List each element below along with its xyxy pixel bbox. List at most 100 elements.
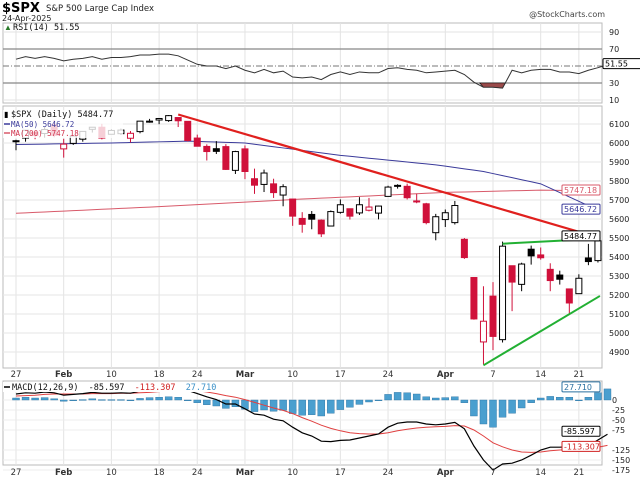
macd-histogram-bar [365,399,373,403]
date-label-lower: 7 [490,468,495,478]
rsi-value-tag: 51.55 [605,60,628,69]
macd-panel: 0-25-50-75 -125-150-175 27.710 -85.597 -113.… [2,380,630,475]
ma200-value-tag-box [561,184,601,196]
candle-body [384,186,392,197]
candle-body [146,120,154,123]
macd-histogram-bar [203,399,211,406]
macd-histogram-bar [432,397,440,401]
candle-body [403,185,411,199]
candle [241,145,249,180]
macd-histogram-bar [346,399,354,408]
macd-histogram-bar [584,397,593,401]
macd-histogram-bar [336,399,345,410]
candle [594,240,602,263]
date-label-upper: 27 [11,370,22,380]
macd-histogram-bar [174,397,182,401]
macd-histogram-bar [136,398,144,401]
price-tick-label: 5700 [609,196,629,205]
candle-body [432,216,440,234]
macd-histogram-bar [327,399,335,414]
macd-histogram-bar [145,397,154,401]
candle [375,205,383,220]
macd-histogram-bar [374,399,383,402]
symbol-name: S&P 500 Large Cap Index [46,4,154,14]
price-legend: ▮ $SPX (Daily) 5484.77 MA(50) 5646.72 MA… [3,110,123,138]
candle [565,288,573,314]
macd-hist-tag: 27.710 [564,383,592,392]
macd-legend-signal: -113.307 [135,383,176,393]
candle [270,178,278,198]
date-label-lower: 24 [192,468,203,478]
price-tick-label: 5800 [609,177,629,186]
macd-histogram-bar [460,399,469,403]
date-label-lower: 17 [335,468,346,478]
candle-body [584,257,592,263]
macd-histogram-bar [288,399,297,414]
date-axes: 27 27 Feb Feb 10 10 18 18 24 24 Mar Mar 10 10 17 17 24 24… [11,370,585,478]
macd-signal-tag: -113.307 [564,442,600,451]
candle-body [12,140,20,143]
macd-histogram-bar [98,399,106,401]
macd-value-tag: -85.597 [564,427,595,436]
date-label-upper: Feb [55,370,72,380]
macd-histogram-bar [184,399,192,402]
macd-histogram-bar [527,399,535,403]
macd-hist-tag-box [561,381,601,393]
candle-body [174,117,182,122]
macd-histogram-bar [451,396,459,401]
date-label-lower: 24 [383,468,394,478]
candle [365,197,373,212]
macd-histogram-bar [155,397,163,401]
rsi-panel: 90 70 30 10 51.55 [2,22,640,105]
date-label-upper: 21 [573,370,584,380]
candle [136,120,144,134]
candle [489,282,497,351]
rsi-value-tag-box [602,58,640,70]
candle [479,286,487,365]
candle [518,262,526,292]
candle [251,168,258,194]
candle-body [546,268,554,282]
close-value-tag: 5484.77 [564,232,597,241]
candle-body [346,208,354,217]
candle-body [355,204,363,214]
candle-body [193,137,201,147]
rsi-tick-label: 10 [609,96,619,105]
date-label-lower: 10 [106,468,117,478]
price-tick-label: 5600 [609,215,629,224]
candle-body [222,146,230,170]
ma50-line [15,140,599,211]
macd-histogram-bar [298,399,306,416]
candle [260,169,268,193]
macd-histogram-bar [21,397,30,401]
date-label-upper: Apr [437,370,455,380]
macd-histogram-bar [193,399,201,403]
date-label-lower: 14 [535,468,546,478]
date-label-lower: Mar [236,468,255,478]
rsi-frame [2,22,603,104]
macd-legend-name: MACD(12,26,9) [12,383,79,393]
date-label-upper: 24 [383,370,394,380]
macd-histogram-bar [31,397,39,401]
candle-body [155,117,163,121]
macd-histogram-bar [603,388,612,401]
candle [575,274,583,295]
rsi-tick-label: 90 [609,28,619,37]
macd-histogram-bar [412,393,421,401]
date-label-upper: 17 [335,370,346,380]
rsi-tick-label: 30 [609,79,619,88]
candle [126,131,134,143]
macd-tick-label: -75 [612,426,625,435]
macd-histogram-bar [355,399,364,405]
candle [546,263,554,292]
candle-body [165,115,173,122]
watermark: @StockCharts.com [529,10,605,19]
candle [279,184,287,207]
price-tick-label: 5500 [609,234,629,243]
date-label-upper: 14 [535,370,546,380]
candle [184,120,192,142]
macd-histogram-bar [594,392,602,401]
candle [441,209,449,227]
candle [432,213,440,241]
